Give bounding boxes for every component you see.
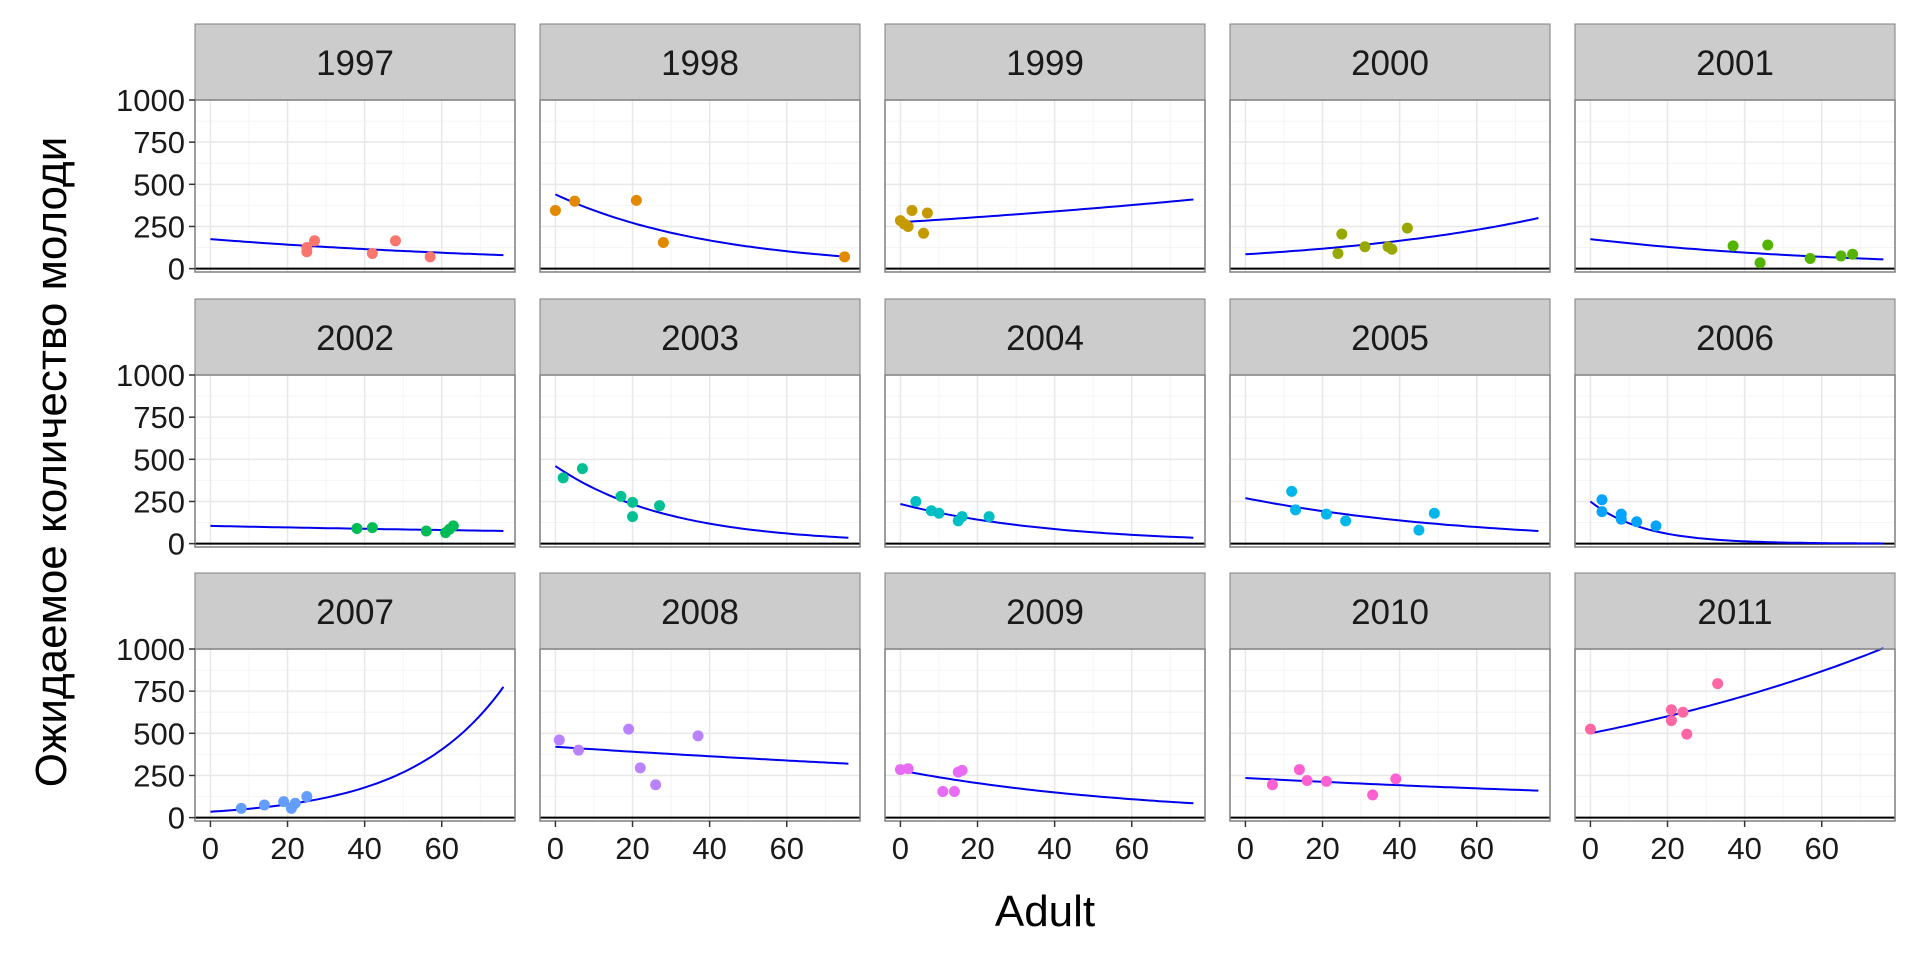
panel-2005: 2005 bbox=[1229, 298, 1551, 548]
y-tick-label: 250 bbox=[133, 209, 185, 244]
panel-2001: 2001 bbox=[1574, 23, 1896, 273]
panel-2009: 2009 0 20 40 60 bbox=[884, 572, 1206, 866]
y-tick-label: 1000 bbox=[116, 632, 185, 667]
panel-2011: 2011 0 20 40 60 bbox=[1574, 572, 1896, 866]
facet-strip-label: 1997 bbox=[316, 44, 394, 83]
y-tick-label: 500 bbox=[133, 716, 185, 751]
facet-strip-label: 1998 bbox=[661, 44, 739, 83]
x-tick-label: 40 bbox=[1727, 831, 1761, 866]
y-tick-label: 250 bbox=[133, 758, 185, 793]
x-tick-label: 60 bbox=[770, 831, 804, 866]
x-tick-label: 60 bbox=[1460, 831, 1494, 866]
facet-strip-label: 2010 bbox=[1351, 593, 1429, 632]
y-tick-label: 0 bbox=[168, 527, 185, 562]
facet-strip-label: 2001 bbox=[1696, 44, 1774, 83]
y-tick-label: 0 bbox=[168, 801, 185, 836]
facet-strip-label: 2008 bbox=[661, 593, 739, 632]
facet-strip-label: 2009 bbox=[1006, 593, 1084, 632]
x-tick-label: 60 bbox=[1115, 831, 1149, 866]
y-tick-label: 750 bbox=[133, 400, 185, 435]
x-tick-label: 0 bbox=[1237, 831, 1254, 866]
panel-1997: 1997 0 250 500 750 1000 bbox=[116, 23, 516, 287]
y-tick-label: 1000 bbox=[116, 358, 185, 393]
x-tick-label: 0 bbox=[202, 831, 219, 866]
y-tick-label: 750 bbox=[133, 674, 185, 709]
y-tick-label: 500 bbox=[133, 167, 185, 202]
panel-2006: 2006 bbox=[1574, 298, 1896, 548]
x-tick-label: 60 bbox=[1805, 831, 1839, 866]
x-tick-label: 20 bbox=[1650, 831, 1684, 866]
x-axis-label: Adult bbox=[995, 887, 1095, 936]
facet-strip-label: 2004 bbox=[1006, 319, 1084, 358]
facet-strip-label: 2007 bbox=[316, 593, 394, 632]
x-tick-label: 20 bbox=[270, 831, 304, 866]
panel-2002: 2002 0 250 500 750 1000 bbox=[116, 298, 516, 562]
x-tick-label: 0 bbox=[892, 831, 909, 866]
x-tick-label: 40 bbox=[692, 831, 726, 866]
y-tick-label: 250 bbox=[133, 484, 185, 519]
panel-2000: 2000 bbox=[1229, 23, 1551, 273]
x-tick-label: 20 bbox=[615, 831, 649, 866]
facet-strip-label: 2002 bbox=[316, 319, 394, 358]
x-tick-label: 40 bbox=[1037, 831, 1071, 866]
facet-strip-label: 2000 bbox=[1351, 44, 1429, 83]
panel-1999: 1999 bbox=[884, 23, 1206, 273]
x-tick-label: 20 bbox=[960, 831, 994, 866]
facet-strip-label: 2011 bbox=[1697, 593, 1772, 632]
x-tick-label: 0 bbox=[547, 831, 564, 866]
x-tick-label: 60 bbox=[425, 831, 459, 866]
facet-strip-label: 2006 bbox=[1696, 319, 1774, 358]
panel-1998: 1998 bbox=[539, 23, 861, 273]
y-tick-label: 1000 bbox=[116, 83, 185, 118]
facet-strip-label: 1999 bbox=[1006, 44, 1084, 83]
panel-2008: 2008 0 20 40 60 bbox=[539, 572, 861, 866]
panel-2010: 2010 0 20 40 60 bbox=[1229, 572, 1551, 866]
y-tick-label: 0 bbox=[168, 252, 185, 287]
x-tick-label: 20 bbox=[1305, 831, 1339, 866]
y-tick-label: 500 bbox=[133, 442, 185, 477]
x-tick-label: 40 bbox=[1382, 831, 1416, 866]
x-tick-label: 0 bbox=[1582, 831, 1599, 866]
facet-strip-label: 2005 bbox=[1351, 319, 1429, 358]
panel-2004: 2004 bbox=[884, 298, 1206, 548]
y-axis-label: Ожидаемое количество молоди bbox=[27, 137, 76, 788]
y-tick-label: 750 bbox=[133, 125, 185, 160]
x-tick-label: 40 bbox=[347, 831, 381, 866]
panel-2003: 2003 bbox=[539, 298, 861, 548]
panel-2007: 2007 0 250 500 750 1000 0 20 40 60 bbox=[116, 572, 516, 866]
facet-strip-label: 2003 bbox=[661, 319, 739, 358]
